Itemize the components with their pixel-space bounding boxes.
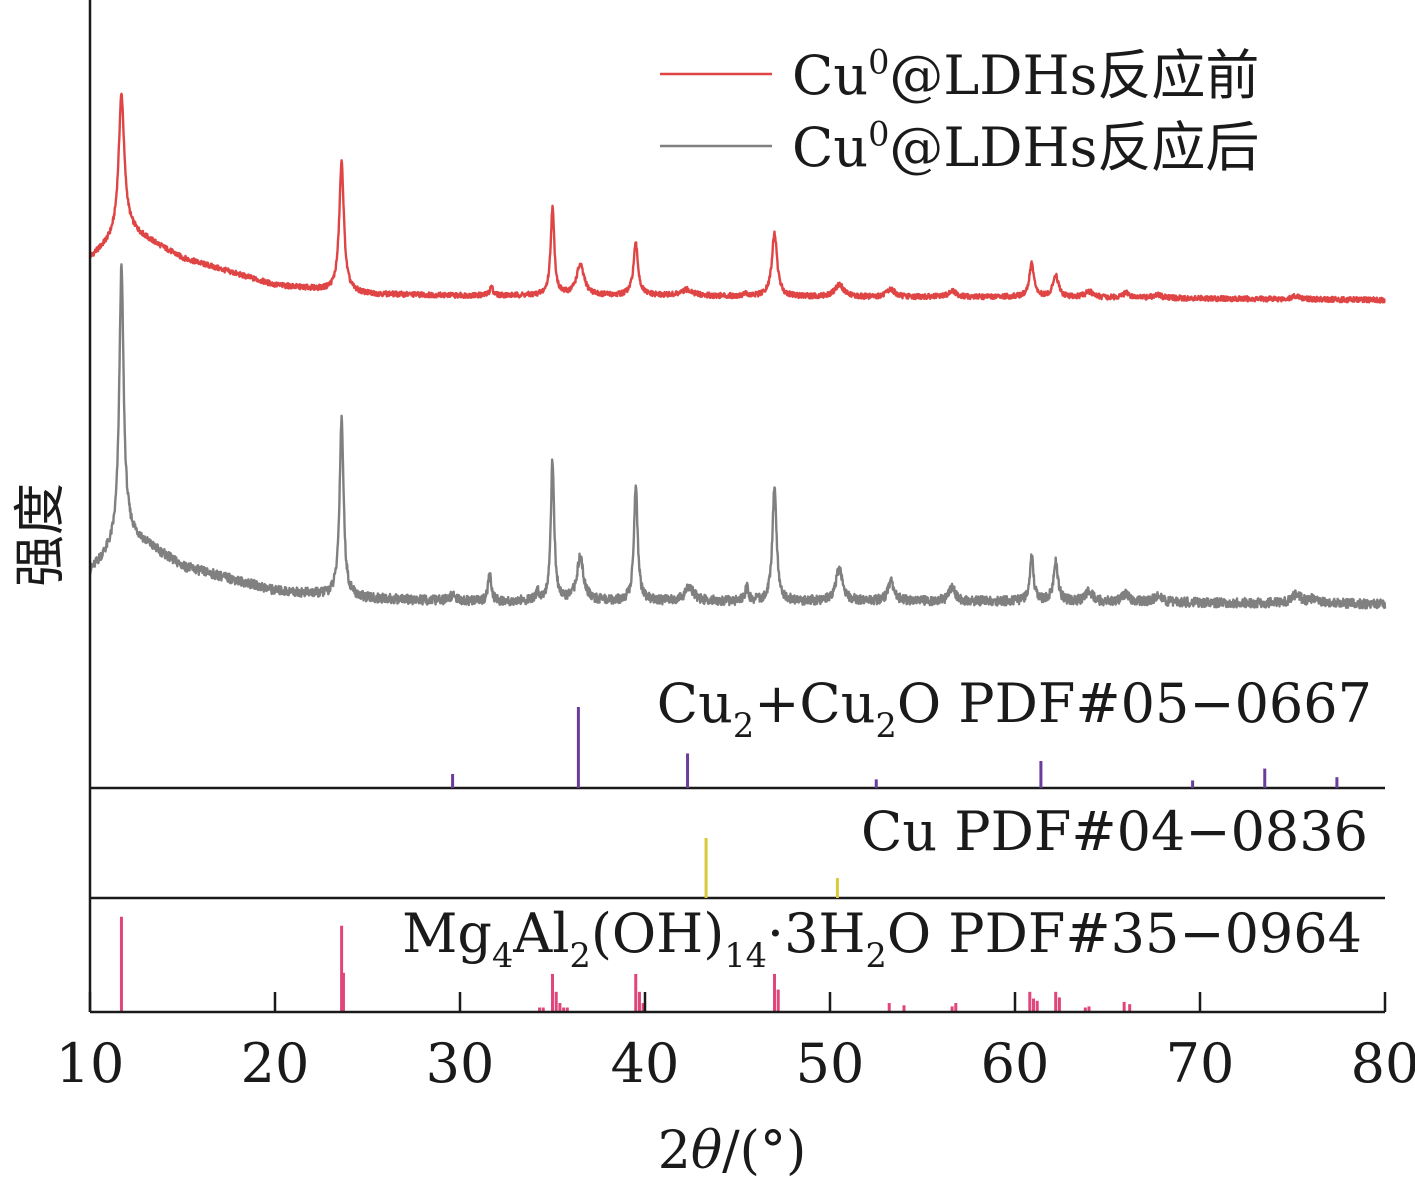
- x-tick-label: 10: [56, 1032, 125, 1095]
- reference-label-3-part: O PDF#35−0964: [887, 902, 1362, 965]
- legend-entry-2: Cu0@LDHs反应后: [792, 114, 1259, 179]
- reference-label-3-part: ·3H: [767, 902, 866, 965]
- x-axis-label-part: /(°): [722, 1121, 806, 1181]
- reference-label-3-part: 2: [866, 936, 887, 975]
- reference-label-1: Cu2+Cu2O PDF#05−0667: [657, 672, 1372, 745]
- reference-label-3-part: (OH): [591, 902, 725, 965]
- legend-entry-2-part: @LDHs反应后: [889, 116, 1259, 179]
- x-tick-label: 20: [241, 1032, 310, 1095]
- legend-entry-2-part: 0: [868, 114, 889, 153]
- y-axis-label: 强度: [11, 483, 71, 587]
- x-tick-label: 70: [1166, 1032, 1235, 1095]
- x-tick-label: 60: [981, 1032, 1050, 1095]
- reference-label-2: Cu PDF#04−0836: [861, 800, 1368, 863]
- reference-label-1-part: 2: [876, 706, 897, 745]
- reference-label-1-part: Cu: [657, 672, 733, 735]
- x-axis-label-part: θ: [691, 1121, 722, 1181]
- legend-entry-2-part: Cu: [792, 116, 868, 179]
- legend-entry-1-part: 0: [868, 42, 889, 81]
- legend-entry-1-part: @LDHs反应前: [889, 44, 1259, 107]
- x-tick-label: 80: [1351, 1032, 1415, 1095]
- xrd-pattern-series-1: [88, 92, 1386, 304]
- reference-label-1-part: O PDF#05−0667: [897, 672, 1372, 735]
- reference-label-1-part: 2: [733, 706, 754, 745]
- reference-label-3-part: 2: [570, 936, 591, 975]
- legend-entry-1-part: Cu: [792, 44, 868, 107]
- reference-label-2-part: Cu PDF#04−0836: [861, 800, 1368, 863]
- reference-label-1-part: +Cu: [754, 672, 875, 735]
- reference-label-3-part: 14: [724, 936, 767, 975]
- reference-label-3: Mg4Al2(OH)14·3H2O PDF#35−0964: [402, 902, 1362, 975]
- x-axis-label: 2θ/(°): [658, 1121, 807, 1181]
- x-tick-label: 40: [611, 1032, 680, 1095]
- legend-entry-1: Cu0@LDHs反应前: [792, 42, 1259, 107]
- xrd-pattern-series-2: [88, 263, 1387, 610]
- reference-label-3-part: 4: [492, 936, 513, 975]
- x-tick-label: 50: [796, 1032, 865, 1095]
- x-axis-label-part: 2: [658, 1121, 691, 1181]
- xrd-patterns: [88, 92, 1387, 610]
- reference-label-3-part: Al: [512, 902, 569, 965]
- x-tick-label: 30: [426, 1032, 495, 1095]
- reference-panel-frames: [90, 786, 1385, 900]
- axes: 10 20 30 40 50 60 70 80: [56, 0, 1415, 1095]
- reference-label-3-part: Mg: [402, 902, 492, 965]
